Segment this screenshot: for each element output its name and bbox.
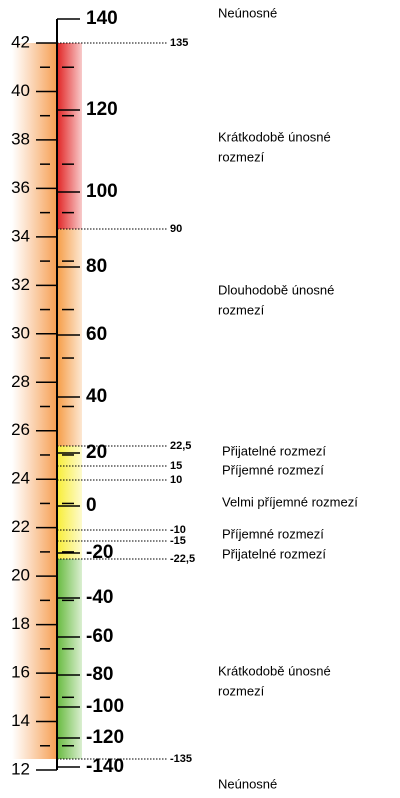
right-tick-label: 0 xyxy=(86,495,97,516)
right-tick-label: -80 xyxy=(86,664,113,685)
zone-label: Dlouhodobě únosné xyxy=(218,282,334,297)
zone-label: Velmi příjemné rozmezí xyxy=(222,494,358,509)
zone-label: Příjemné rozmezí xyxy=(222,526,324,541)
right-tick-label: -120 xyxy=(86,727,124,748)
zone-label: rozmezí xyxy=(218,149,265,164)
zone-label: Neúnosné xyxy=(218,776,277,791)
right-tick-label: 120 xyxy=(86,99,118,120)
zone-label: rozmezí xyxy=(218,683,265,698)
left-tick-label: 12 xyxy=(11,759,30,778)
green-zone xyxy=(58,559,82,759)
right-tick-label: 140 xyxy=(86,8,118,29)
yellow-zone xyxy=(58,446,82,559)
threshold-label: 22,5 xyxy=(170,440,191,452)
right-tick-label: 100 xyxy=(86,181,118,202)
left-tick-label: 20 xyxy=(11,566,30,585)
left-tick-label: 14 xyxy=(11,711,30,730)
right-tick-label: 40 xyxy=(86,386,107,407)
left-tick-label: 16 xyxy=(11,663,30,682)
left-tick-label: 26 xyxy=(11,420,30,439)
right-tick-label: 20 xyxy=(86,442,107,463)
zone-label: Přijatelné rozmezí xyxy=(222,443,326,458)
left-tick-label: 34 xyxy=(11,226,30,245)
zone-label: Krátkodobě únosné xyxy=(218,129,331,144)
left-tick-label: 36 xyxy=(11,178,30,197)
red-zone xyxy=(58,43,82,229)
right-tick-label: -40 xyxy=(86,587,113,608)
zone-label: rozmezí xyxy=(218,302,265,317)
right-tick-label: 80 xyxy=(86,256,107,277)
zone-label: Krátkodobě únosné xyxy=(218,663,331,678)
zone-label: Příjemné rozmezí xyxy=(222,462,324,477)
left-tick-label: 28 xyxy=(11,372,30,391)
left-tick-label: 24 xyxy=(11,469,30,488)
threshold-label: -22,5 xyxy=(170,553,195,565)
right-tick-label: -100 xyxy=(86,696,124,717)
left-tick-label: 40 xyxy=(11,81,30,100)
left-tick-label: 38 xyxy=(11,129,30,148)
zone-label: Neúnosné xyxy=(218,5,277,20)
threshold-label: -15 xyxy=(170,535,186,547)
threshold-label: 135 xyxy=(170,37,188,49)
side-shade xyxy=(12,43,58,759)
threshold-label: -135 xyxy=(170,753,192,765)
right-tick-label: -60 xyxy=(86,626,113,647)
left-tick-label: 18 xyxy=(11,614,30,633)
left-tick-label: 30 xyxy=(11,323,30,342)
zone-label: Přijatelné rozmezí xyxy=(222,546,326,561)
threshold-label: -10 xyxy=(170,524,186,536)
content: 12 14 16 18 20 22 24 26 28 30 32 34 36 38 40 42 140 120 10… xyxy=(11,5,358,791)
left-tick-label: 22 xyxy=(11,517,30,536)
right-tick-label: -140 xyxy=(86,756,124,777)
left-tick-label: 32 xyxy=(11,275,30,294)
left-tick-label: 42 xyxy=(11,32,30,51)
threshold-label: 90 xyxy=(170,223,182,235)
right-tick-label: 60 xyxy=(86,324,107,345)
right-tick-label: -20 xyxy=(86,542,113,563)
threshold-label: 10 xyxy=(170,474,182,486)
threshold-label: 15 xyxy=(170,460,182,472)
orange-zone xyxy=(58,229,82,446)
